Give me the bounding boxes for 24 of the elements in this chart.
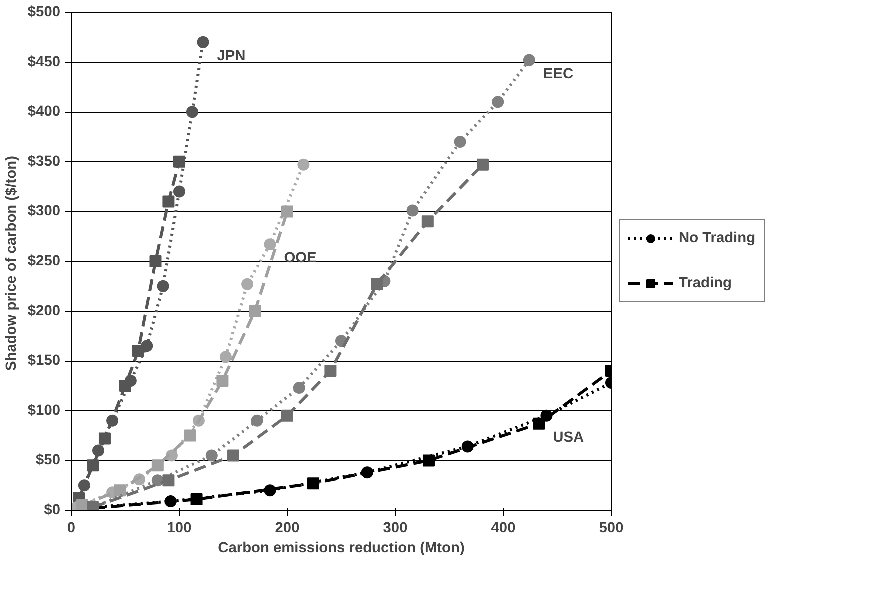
- x-tick-label: 500: [599, 520, 624, 536]
- y-tick-label: $0: [44, 502, 61, 518]
- y-tick-label: $150: [28, 353, 61, 370]
- x-tick-label: 0: [67, 520, 76, 536]
- x-tick-label: 200: [275, 520, 300, 536]
- annotation: JPN: [217, 48, 246, 64]
- annotation: USA: [553, 430, 584, 446]
- y-tick-label: $100: [28, 402, 61, 419]
- y-tick-label: $350: [28, 154, 61, 170]
- x-tick-label: 400: [491, 520, 516, 536]
- y-tick-label: $300: [28, 204, 61, 220]
- x-axis-title: Carbon emissions reduction (Mton): [218, 540, 465, 556]
- x-tick-label: 300: [383, 520, 408, 536]
- x-tick-label: 100: [167, 520, 192, 536]
- y-tick-label: $450: [28, 54, 61, 70]
- legend-label: No Trading: [679, 230, 756, 246]
- y-tick-label: $250: [28, 254, 61, 270]
- annotation: EEC: [543, 66, 574, 82]
- y-axis-title: Shadow price of carbon ($/ton): [4, 156, 20, 372]
- y-tick-label: $50: [36, 452, 61, 469]
- y-tick-label: $200: [28, 303, 61, 320]
- y-tick-label: $500: [28, 4, 61, 20]
- y-tick-label: $400: [28, 104, 61, 120]
- legend-label: Trading: [679, 276, 732, 292]
